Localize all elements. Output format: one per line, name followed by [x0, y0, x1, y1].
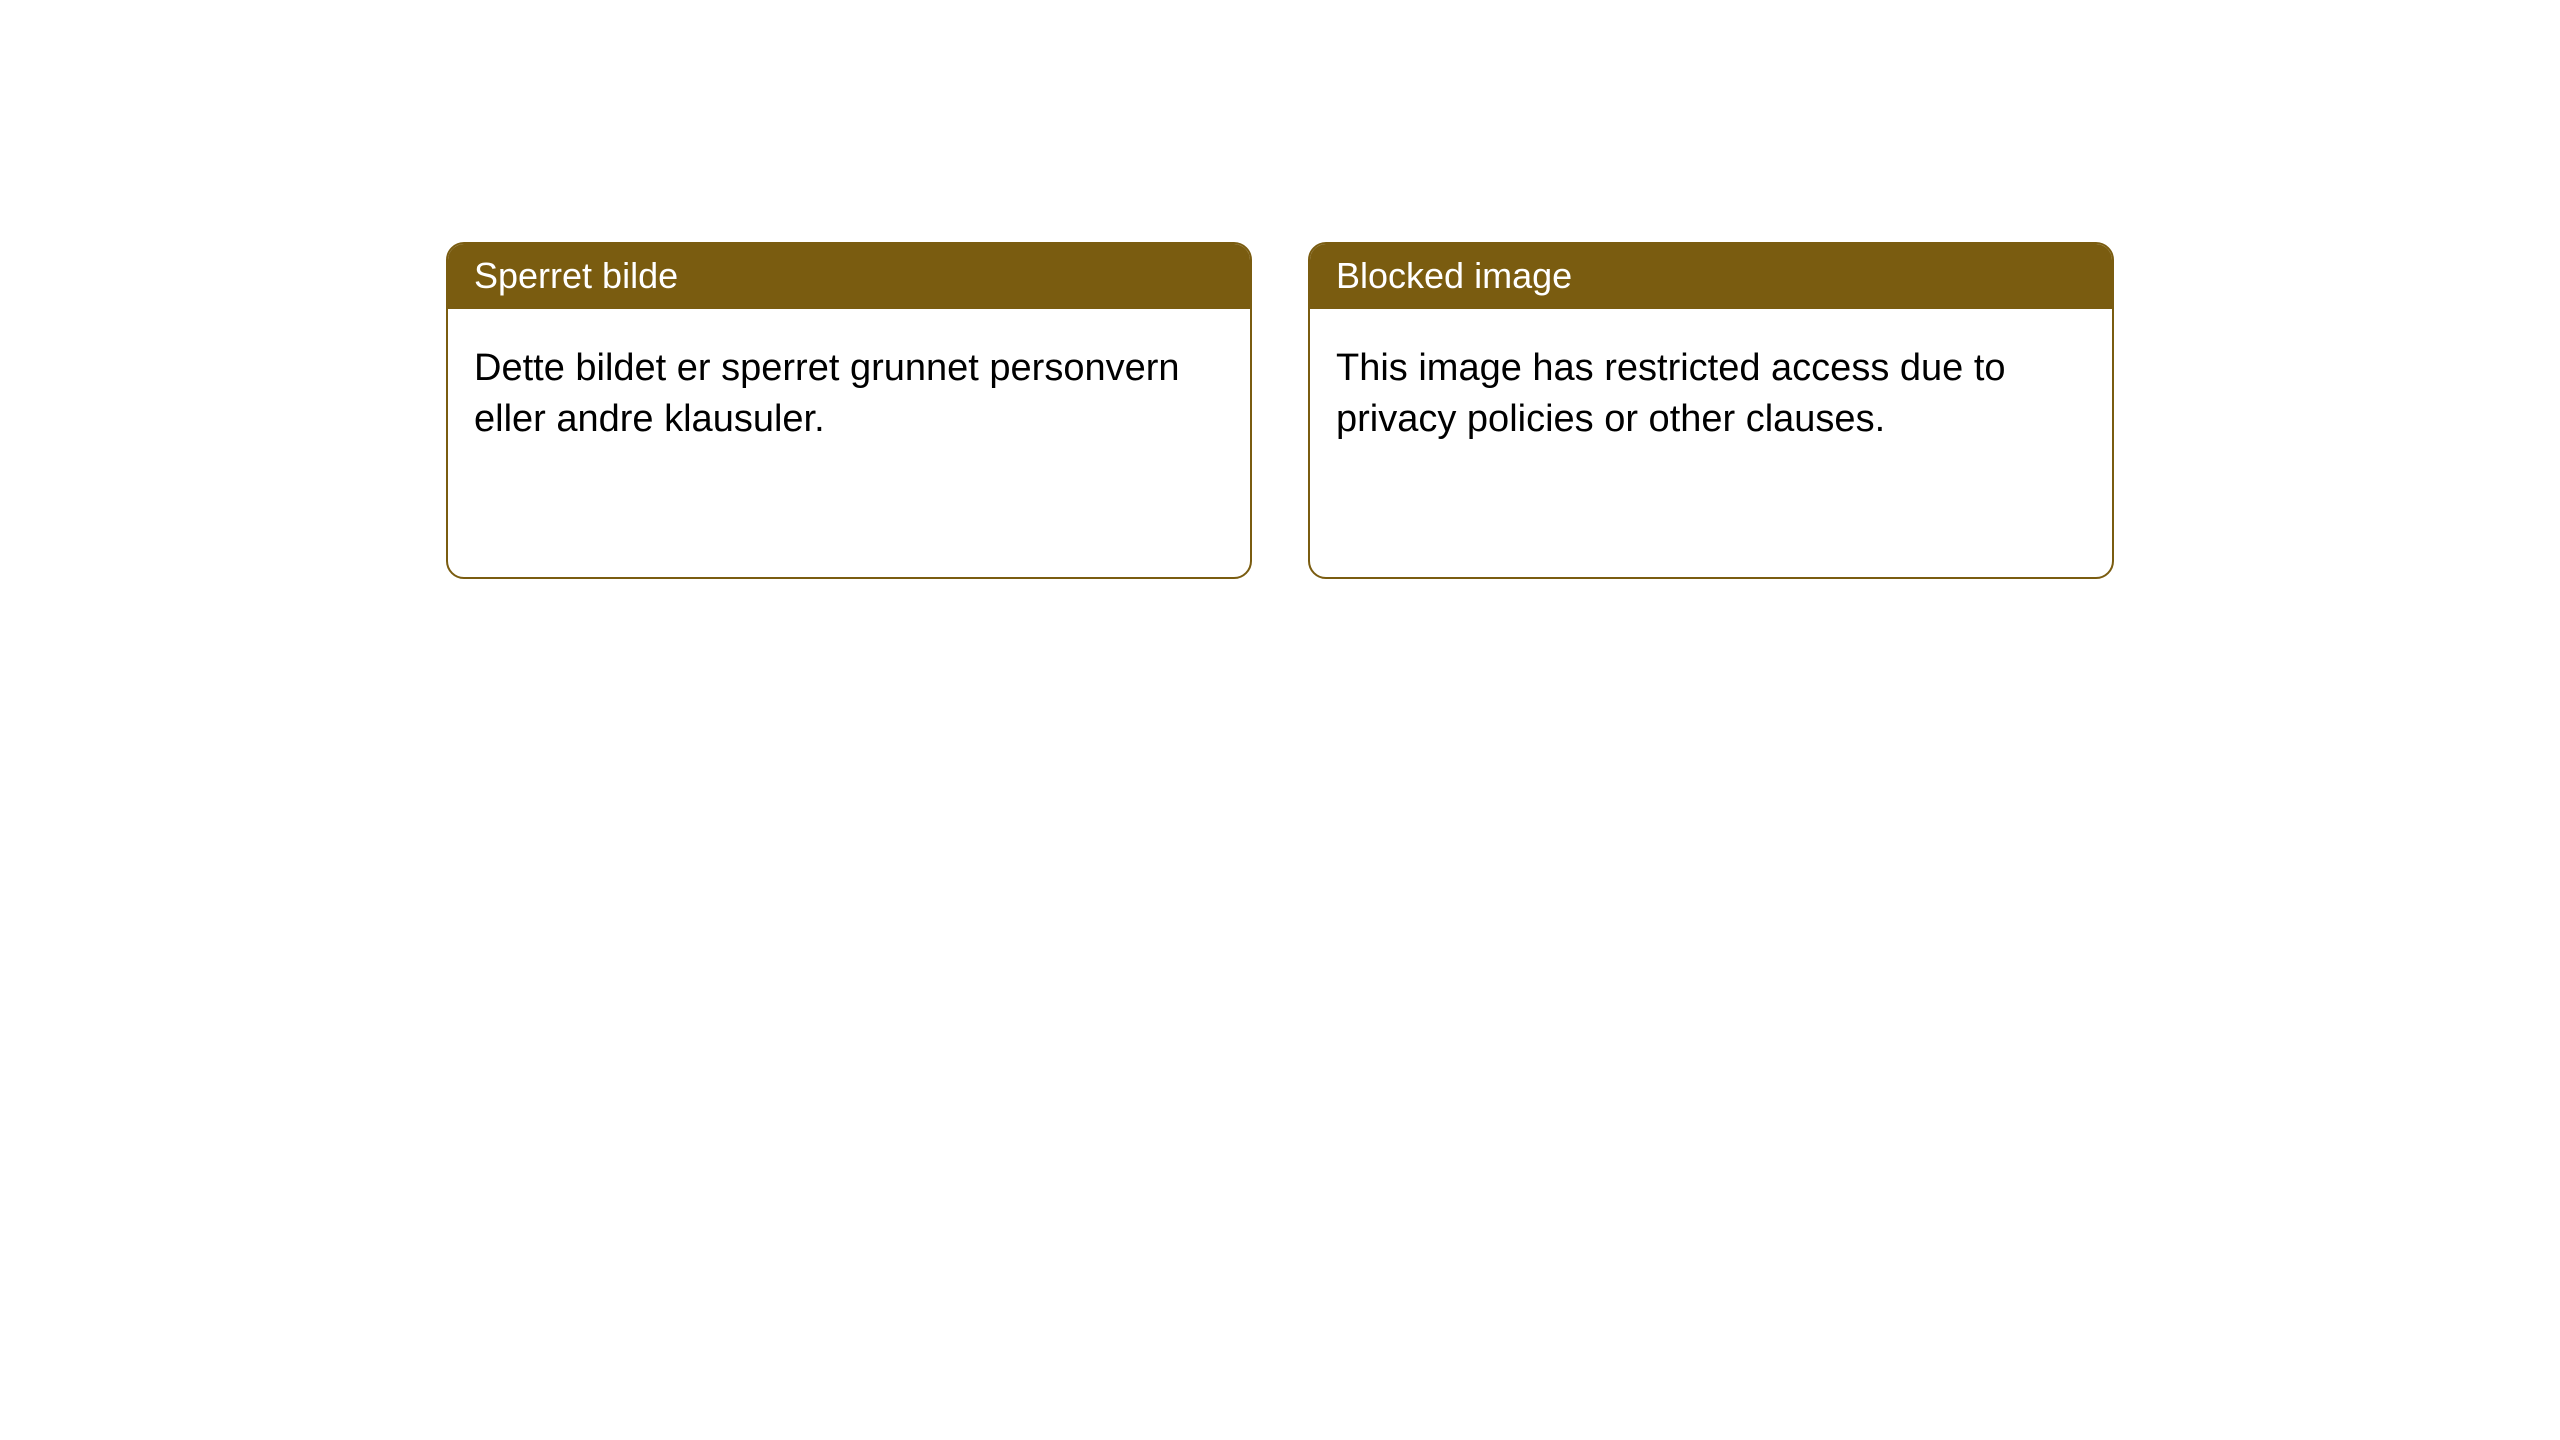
notice-body: Dette bildet er sperret grunnet personve… [448, 309, 1250, 472]
notice-card-norwegian: Sperret bilde Dette bildet er sperret gr… [446, 242, 1252, 579]
notice-card-english: Blocked image This image has restricted … [1308, 242, 2114, 579]
notice-body: This image has restricted access due to … [1310, 309, 2112, 472]
notice-header: Sperret bilde [448, 244, 1250, 309]
notice-header: Blocked image [1310, 244, 2112, 309]
notice-container: Sperret bilde Dette bildet er sperret gr… [0, 0, 2560, 579]
